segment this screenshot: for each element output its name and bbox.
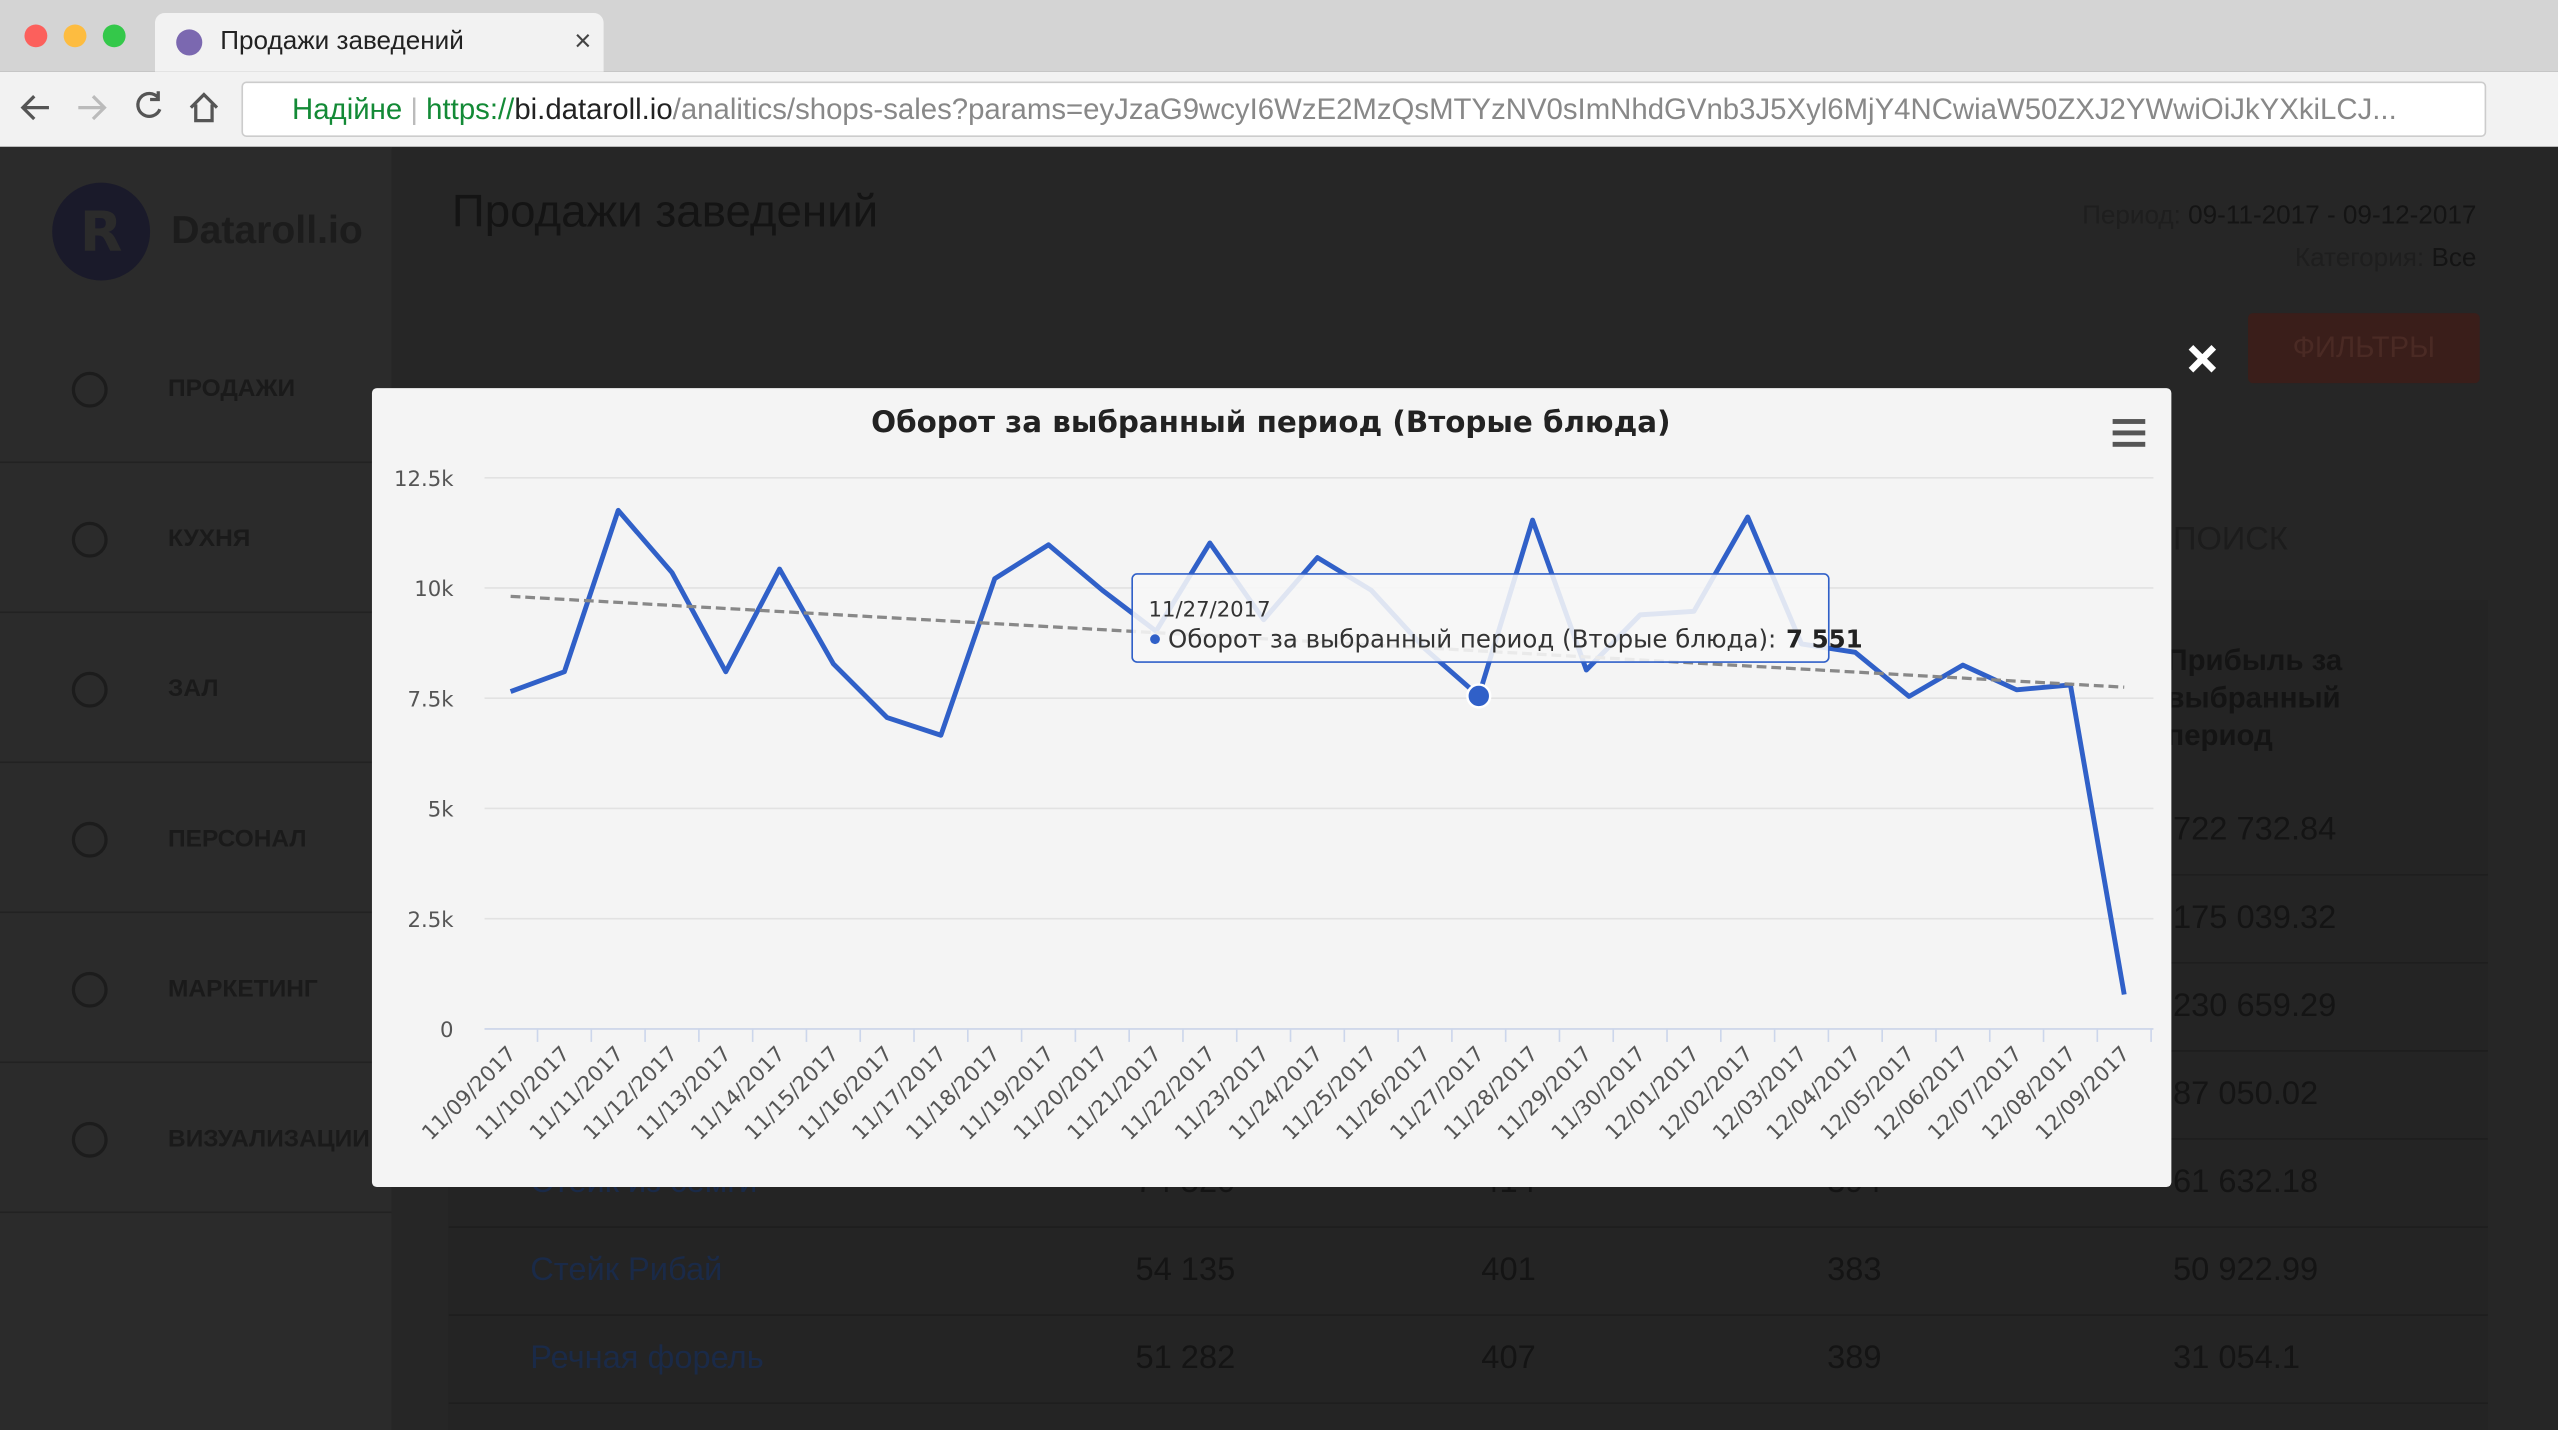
series-line (509, 507, 2127, 995)
nav-item[interactable]: ПЕРСОНАЛ (0, 763, 392, 914)
url-path: /analitics/shops-sales?params=eyJzaG9wcy… (672, 92, 2397, 126)
y-tick-label: 12.5k (394, 466, 454, 491)
tooltip: 11/27/2017 Оборот за выбранный период (Вт… (1131, 573, 1863, 663)
tooltip-text: Оборот за выбранный период (Вторые блюда… (1168, 624, 1776, 653)
row-cell: 51 282 (1135, 1340, 1236, 1377)
nav-icon (71, 671, 108, 708)
nav-label: ВИЗУАЛИЗАЦИИ (168, 1125, 370, 1153)
period-info: Период: 09-11-2017 - 09-12-2017 Категори… (2082, 196, 2476, 281)
nav-icon (71, 1121, 108, 1158)
row-cell: 722 732.84 (2172, 812, 2337, 848)
y-tick-label: 2.5k (408, 907, 455, 932)
nav-item[interactable]: ПРОДАЖИ (0, 313, 392, 464)
row-name: Речная форель (530, 1340, 764, 1377)
url-scheme: https:// (426, 92, 515, 126)
filters-button[interactable]: ФИЛЬТРЫ (2248, 313, 2480, 384)
tab-close[interactable]: × (574, 24, 592, 58)
period-label: Период: (2082, 202, 2181, 230)
nav-icon (71, 971, 108, 1008)
row-cell: 54 135 (1135, 1252, 1236, 1289)
tooltip-value: 7 551 (1786, 624, 1863, 653)
secure-label: Надійне (292, 92, 403, 126)
toolbar: Надійне | https://bi.dataroll.io/analiti… (0, 71, 2558, 149)
row-cell: 383 (1827, 1252, 1882, 1289)
period-value: 09-11-2017 - 09-12-2017 (2188, 202, 2477, 230)
min-dot[interactable] (63, 24, 87, 48)
tab-bar: Продажи заведений × (0, 0, 2558, 72)
chart-menu[interactable] (2112, 419, 2146, 447)
nav-item[interactable]: КУХНЯ (0, 463, 392, 614)
chart-title: Оборот за выбранный период (Вторые блюда… (871, 405, 1670, 439)
tab-title: Продажи заведений (220, 27, 464, 56)
nav-item[interactable]: ЗАЛ (0, 613, 392, 764)
sidebar: R Dataroll.io ПРОДАЖИ КУХНЯ ЗАЛ ПЕРСОНАЛ МАР… (0, 146, 392, 1430)
table-row-line (448, 1226, 2488, 1228)
nav-label: МАРКЕТИНГ (168, 975, 318, 1003)
nav-label: ПЕРСОНАЛ (168, 825, 307, 853)
nav-label: КУХНЯ (168, 525, 251, 553)
max-dot[interactable] (102, 24, 126, 48)
tooltip-date: 11/27/2017 (1148, 596, 1270, 621)
window-controls (24, 24, 126, 48)
forward[interactable] (78, 95, 107, 121)
nav-icon (71, 371, 108, 408)
menu-bar (2112, 441, 2146, 447)
logo-badge: R (52, 182, 151, 281)
search-placeholder[interactable]: ПОИСК (2172, 521, 2288, 558)
logo-letter: R (80, 201, 123, 265)
tooltip-dot (1150, 634, 1160, 645)
y-tick-label: 10k (414, 576, 454, 601)
home[interactable] (189, 92, 219, 123)
menu-bar (2112, 430, 2146, 436)
profit-header: Прибыль за выбранный период (2166, 644, 2343, 752)
nav-item[interactable]: МАРКЕТИНГ (0, 913, 392, 1064)
hover-point (1466, 683, 1492, 709)
row-cell: 61 632.18 (2172, 1164, 2319, 1201)
row-name: Стейк Рибай (530, 1252, 723, 1289)
y-tick-label: 5k (428, 797, 454, 822)
category-label: Категория: (2294, 244, 2425, 273)
y-tick-label: 7.5k (408, 686, 455, 711)
row-cell: 50 922.99 (2172, 1252, 2319, 1289)
url-host: bi.dataroll.io (514, 92, 673, 126)
nav-buttons (20, 91, 219, 123)
nav-icon (71, 821, 108, 858)
row-cell: 389 (1827, 1340, 1882, 1377)
page-title: Продажи заведений (451, 185, 879, 237)
close-dot[interactable] (24, 24, 48, 48)
menu-bar (2112, 419, 2146, 424)
back[interactable] (20, 95, 49, 121)
modal-close[interactable] (2186, 342, 2219, 375)
tooltip-box (1131, 573, 1830, 663)
logo-text: Dataroll.io (171, 208, 363, 253)
nav-label: ПРОДАЖИ (168, 375, 296, 403)
reload[interactable] (136, 91, 162, 118)
nav-icon (71, 521, 108, 558)
nav-label: ЗАЛ (168, 675, 219, 703)
chart: Оборот за выбранный период (Вторые блюда… (394, 405, 2154, 1145)
table-row-line (448, 1314, 2488, 1316)
row-cell: 230 659.29 (2172, 988, 2337, 1024)
category-value: Все (2431, 244, 2477, 273)
row-cell: 407 (1481, 1340, 1536, 1377)
row-cell: 31 054.1 (2172, 1340, 2301, 1377)
row-cell: 401 (1481, 1252, 1536, 1289)
address-bar[interactable]: Надійне | https://bi.dataroll.io/analiti… (241, 81, 2487, 137)
row-cell: 87 050.02 (2172, 1076, 2319, 1113)
table-row-line (448, 1402, 2488, 1404)
row-cell: 175 039.32 (2172, 900, 2337, 936)
y-tick-label: 0 (440, 1017, 453, 1042)
nav-item[interactable]: ВИЗУАЛИЗАЦИИ (0, 1063, 392, 1214)
favicon (176, 29, 203, 56)
tab[interactable]: Продажи заведений × (154, 13, 604, 72)
chart-modal: Оборот за выбранный период (Вторые блюда… (371, 388, 2172, 1188)
